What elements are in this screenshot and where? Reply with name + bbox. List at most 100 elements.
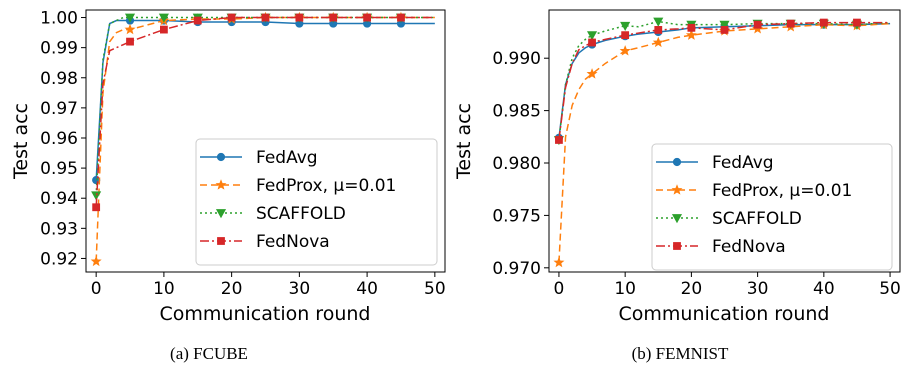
panel-fcube: 0 10 20 30 40 50 0.92 0.93 0.94 0.95 0.96 0.97 0.98…	[10, 9, 446, 363]
y-tick-label: 0.985	[492, 102, 541, 122]
x-tick-label: 20	[681, 279, 703, 299]
data-point	[126, 37, 134, 46]
x-axis-label: Communication round	[619, 303, 830, 325]
legend-item: FedProx, μ=0.01	[200, 176, 396, 196]
legend-label: FedNova	[712, 237, 786, 257]
series-3	[555, 18, 891, 144]
data-point	[555, 136, 563, 144]
legend-label: FedNova	[256, 232, 330, 252]
y-axis-label: Test acc	[453, 103, 475, 180]
legend-marker	[215, 209, 227, 219]
caption-femnist: (b) FEMNIST	[632, 344, 729, 363]
data-point	[553, 256, 565, 268]
data-point	[159, 25, 168, 34]
series-layer	[553, 17, 891, 268]
legend-label: SCAFFOLD	[256, 204, 346, 224]
y-axis: 0.970 0.975 0.980 0.985 0.990	[492, 49, 549, 279]
legend-marker	[217, 237, 225, 245]
x-tick-label: 0	[554, 279, 565, 299]
data-point	[329, 13, 338, 22]
data-point	[619, 45, 631, 56]
series-line	[558, 22, 891, 263]
data-point	[586, 68, 598, 79]
x-tick-label: 30	[289, 279, 311, 299]
legend-label: FedAvg	[256, 148, 318, 168]
legend-label: FedProx, μ=0.01	[712, 181, 852, 201]
data-point	[124, 23, 136, 35]
y-tick-label: 1.00	[40, 9, 78, 29]
x-axis: 0 10 20 30 40 50	[554, 272, 901, 299]
legend: FedAvg FedProx, μ=0.01 SCAFFOLD FedNova	[195, 138, 438, 266]
legend-box	[195, 138, 438, 266]
legend-marker	[673, 242, 681, 250]
x-axis: 0 10 20 30 40 50	[91, 272, 446, 299]
x-tick-label: 20	[221, 279, 243, 299]
panel-femnist: 0 10 20 30 40 50 0.970 0.975 0.980 0.985 0.990 Co…	[453, 9, 901, 363]
legend-marker	[672, 157, 682, 167]
legend-item: FedNova	[656, 237, 786, 257]
x-tick-label: 40	[356, 279, 378, 299]
y-axis: 0.92 0.93 0.94 0.95 0.96 0.97 0.98 0.99 1.00	[40, 9, 86, 269]
x-tick-label: 50	[424, 279, 446, 299]
data-point	[295, 13, 304, 22]
data-point	[653, 17, 664, 27]
y-tick-label: 0.980	[492, 154, 541, 174]
legend-label: FedAvg	[712, 153, 774, 173]
legend-item: FedAvg	[200, 148, 318, 168]
legend-marker	[216, 152, 226, 162]
legend-item: FedNova	[200, 232, 330, 252]
data-point	[124, 13, 136, 23]
data-point	[687, 23, 696, 32]
x-tick-label: 0	[91, 279, 102, 299]
data-point	[586, 31, 598, 41]
legend-item: FedProx, μ=0.01	[656, 181, 852, 201]
data-point	[685, 29, 697, 40]
data-point	[620, 21, 631, 31]
caption-fcube: (a) FCUBE	[170, 344, 248, 363]
y-tick-label: 0.93	[40, 219, 78, 239]
data-point	[621, 31, 630, 40]
legend-label: FedProx, μ=0.01	[256, 176, 396, 196]
data-point	[652, 36, 664, 48]
legend-items: FedAvg FedProx, μ=0.01 SCAFFOLD FedNova	[656, 153, 852, 257]
series-layer	[90, 11, 435, 267]
plot-frame	[85, 9, 446, 273]
x-axis-label: Communication round	[160, 303, 371, 325]
series-line	[558, 22, 891, 138]
x-tick-label: 10	[614, 279, 636, 299]
y-tick-label: 0.970	[492, 259, 541, 279]
legend-box	[651, 143, 893, 271]
data-point	[90, 255, 102, 267]
y-tick-label: 0.92	[40, 249, 78, 269]
y-tick-label: 0.94	[40, 189, 78, 209]
legend-label: SCAFFOLD	[712, 209, 802, 229]
data-point	[819, 18, 828, 27]
legend-item: SCAFFOLD	[656, 209, 802, 229]
data-point	[720, 26, 729, 34]
series-2	[553, 17, 891, 146]
data-point	[227, 13, 236, 22]
legend-items: FedAvg FedProx, μ=0.01 SCAFFOLD FedNova	[200, 148, 396, 252]
legend-item: SCAFFOLD	[200, 204, 346, 224]
plot-frame	[548, 9, 901, 273]
y-tick-label: 0.95	[40, 159, 78, 179]
data-point	[786, 19, 795, 28]
y-tick-label: 0.990	[492, 49, 541, 69]
y-axis-label: Test acc	[10, 103, 32, 180]
data-point	[92, 203, 101, 212]
legend: FedAvg FedProx, μ=0.01 SCAFFOLD FedNova	[651, 143, 893, 271]
x-tick-label: 50	[879, 279, 901, 299]
data-point	[753, 20, 762, 29]
y-tick-label: 0.99	[40, 39, 78, 59]
series-3	[92, 13, 435, 212]
data-point	[91, 191, 102, 201]
y-tick-label: 0.97	[40, 99, 78, 119]
legend-marker	[671, 214, 683, 224]
legend-item: FedAvg	[656, 153, 774, 173]
data-point	[654, 26, 663, 34]
x-tick-label: 40	[813, 279, 835, 299]
series-line	[558, 21, 891, 141]
data-point	[397, 13, 405, 22]
data-point	[719, 20, 730, 30]
